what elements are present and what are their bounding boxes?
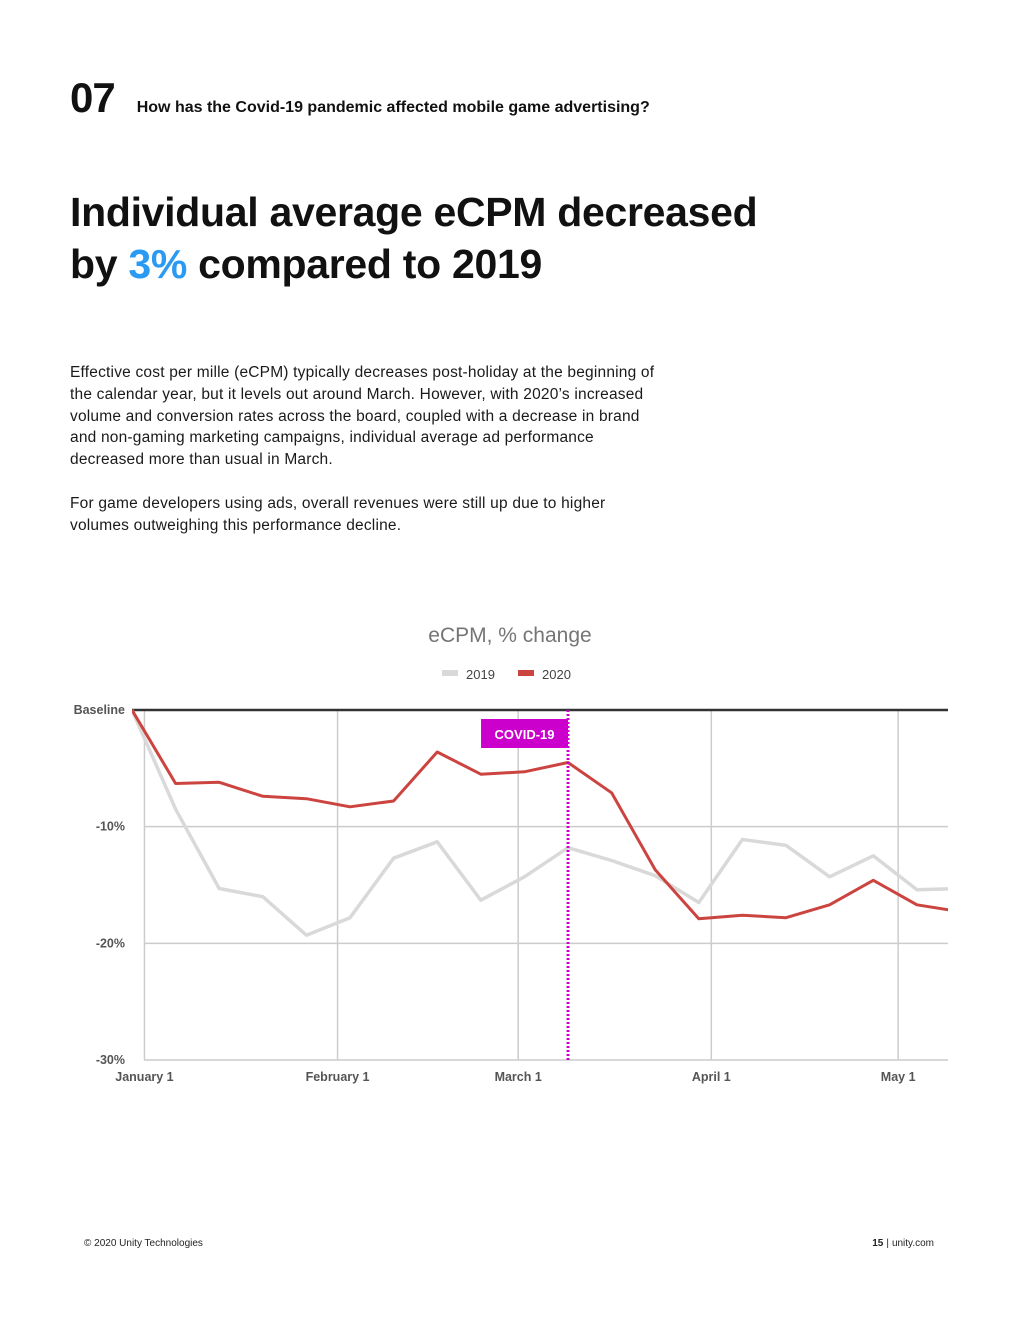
headline-line2-suffix: compared to 2019 [187,241,542,287]
page-number: 15 [872,1238,884,1249]
series-line-2020 [132,709,948,921]
headline: Individual average eCPM decreased by 3% … [70,186,758,290]
headline-line2-prefix: by [70,241,129,287]
series-line-2019 [132,709,948,937]
legend-label-2019: 2019 [466,667,495,682]
x-tick-label-1: February 1 [306,1070,370,1084]
footer-separator: | [886,1238,889,1249]
section-number: 07 [70,74,116,121]
y-tick-label-2: -20% [96,936,125,950]
y-tick-label-1: -10% [96,820,125,834]
legend-label-2020: 2020 [542,667,571,682]
x-tick-label-2: March 1 [495,1070,542,1084]
covid-annotation-box [481,719,569,748]
covid-annotation-label: COVID-19 [495,727,555,742]
y-tick-label-3: -30% [96,1053,125,1067]
headline-line1: Individual average eCPM decreased [70,189,758,235]
footer-copyright: © 2020 Unity Technologies [84,1238,203,1249]
ecpm-line-chart: eCPM, % change 2019 2020 Baseline -10% -20% -3… [74,624,948,1084]
legend-swatch-2020 [518,670,534,676]
headline-highlight: 3% [128,241,188,287]
footer-site-link[interactable]: unity.com [891,1238,934,1249]
section-title: How has the Covid-19 pandemic affected m… [136,99,650,116]
body-paragraph-1: Effective cost per mille (eCPM) typicall… [70,364,655,469]
section-header: 07 How has the Covid-19 pandemic affecte… [70,74,650,122]
footer-page-info: 15 | unity.com [872,1238,934,1249]
x-tick-label-3: April 1 [692,1070,731,1084]
legend-swatch-2019 [442,670,458,676]
x-tick-label-0: January 1 [115,1070,173,1084]
chart-title: eCPM, % change [428,624,591,647]
y-tick-label-0: Baseline [74,703,125,717]
body-text: Effective cost per mille (eCPM) typicall… [70,362,660,558]
body-paragraph-2: For game developers using ads, overall r… [70,494,606,534]
x-tick-label-4: May 1 [881,1070,916,1084]
